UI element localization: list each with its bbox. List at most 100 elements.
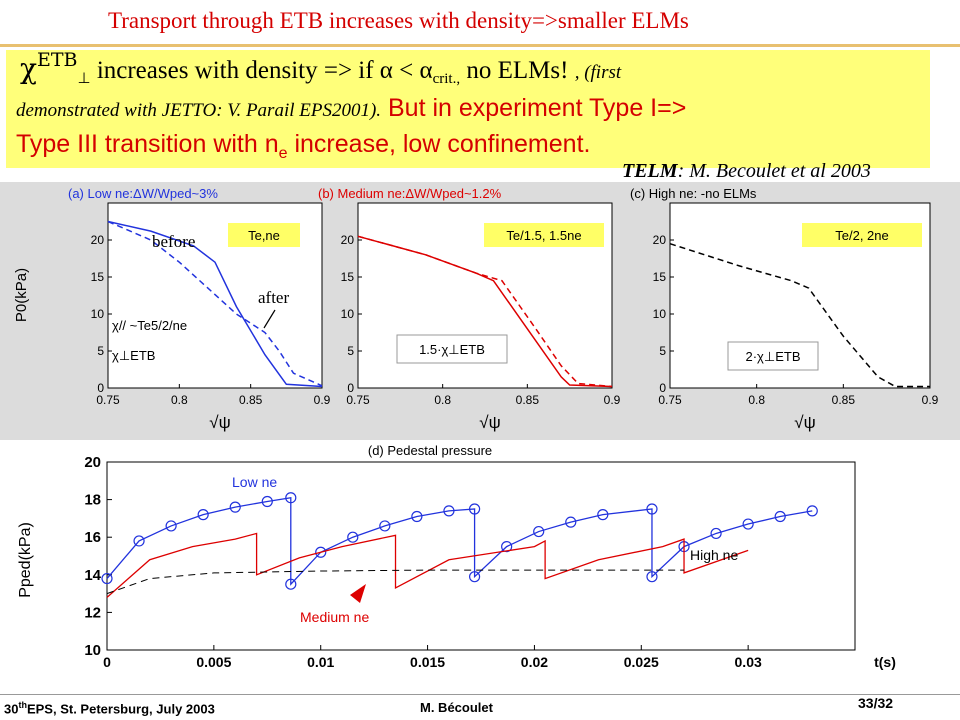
medium-ne-arrow: [350, 584, 366, 603]
x-tick-label: 0.85: [832, 393, 856, 407]
after-arrow: [263, 309, 276, 329]
param-box: [484, 223, 604, 247]
x-tick-label: 0.8: [748, 393, 765, 407]
callout-line-3-b: increase, low confinement.: [287, 130, 591, 158]
lower-y-tick-label: 20: [84, 454, 101, 471]
footer-conference: 30thEPS, St. Petersburg, July 2003: [4, 700, 215, 716]
b-annotation-box: [396, 334, 508, 364]
callout-line-1-tail: no ELMs!: [460, 57, 575, 84]
callout-line-1: χETB⊥ increases with density => if α < α…: [20, 49, 621, 87]
callout-line-3-sub: e: [278, 145, 288, 162]
param-box-label: Te/1.5, 1.5ne: [506, 228, 581, 243]
x-axis-label: √ψ: [209, 413, 230, 432]
chi-subscript: ⊥: [77, 71, 91, 87]
series-line-0: [669, 242, 930, 388]
lower-x-tick-label: 0.02: [521, 654, 548, 670]
reference-citation: TELM: M. Becoulet et al 2003: [622, 160, 871, 183]
reference-rest: : M. Becoulet et al 2003: [677, 160, 871, 182]
low-ne-marker: [197, 509, 209, 521]
param-box: [802, 223, 922, 247]
upper-y-axis-label: P0(kPa): [13, 268, 30, 322]
c-annotation-label: 2·χ⊥ETB: [746, 349, 801, 364]
y-tick-label: 10: [341, 307, 355, 321]
b-annotation-label: 1.5·χ⊥ETB: [419, 342, 485, 357]
y-tick-label: 20: [91, 233, 105, 247]
low-ne-marker: [285, 578, 297, 590]
callout-line-2-italic: demonstrated with JETTO: V. Parail EPS20…: [16, 100, 382, 121]
reference-bold: TELM: [622, 160, 678, 182]
low-ne-marker: [133, 535, 145, 547]
low-ne-marker: [165, 520, 177, 532]
lower-plot-title: (d) Pedestal pressure: [368, 443, 492, 458]
callout-line-2-red: But in experiment Type I=>: [381, 94, 687, 122]
low-ne-label: Low ne: [232, 474, 277, 490]
high-ne-label: High ne: [690, 547, 738, 563]
y-tick-label: 15: [341, 270, 355, 284]
low-ne-marker: [468, 503, 481, 515]
series-line-0: [107, 220, 323, 388]
low-ne-marker: [443, 505, 455, 517]
low-ne-marker: [533, 525, 545, 538]
c-annotation-box: [727, 341, 819, 371]
y-tick-label: 5: [659, 344, 666, 358]
low-ne-marker: [285, 492, 297, 504]
after-label: after: [258, 288, 289, 307]
lower-x-tick-label: 0.015: [410, 654, 445, 670]
low-ne-marker: [710, 527, 722, 540]
x-axis-label: √ψ: [479, 413, 500, 432]
x-tick-label: 0.75: [346, 393, 370, 407]
lower-y-tick-label: 10: [84, 642, 101, 659]
y-tick-label: 20: [653, 233, 667, 247]
callout-line-3: Type III transition with ne increase, lo…: [16, 130, 591, 162]
callout-line-1-text: increases with density => if α < α: [90, 57, 433, 84]
alpha-subscript: crit.,: [432, 71, 461, 87]
low-ne-marker: [101, 572, 113, 585]
low-ne-marker: [565, 516, 577, 528]
lower-x-tick-label: 0: [103, 654, 111, 670]
y-tick-label: 5: [347, 344, 354, 358]
lower-x-axis-label: t(s): [874, 654, 896, 670]
y-tick-label: 0: [659, 381, 666, 395]
y-tick-label: 5: [97, 344, 104, 358]
low-ne-marker: [411, 510, 423, 523]
footer-conf-text: EPS, St. Petersburg, July 2003: [26, 701, 215, 717]
y-tick-label: 0: [347, 381, 354, 395]
y-tick-label: 0: [97, 381, 104, 395]
low-ne-marker: [468, 571, 481, 583]
callout-line-3-a: Type III transition with n: [16, 130, 279, 158]
low-ne-marker: [597, 509, 609, 521]
medium-ne-label: Medium ne: [300, 609, 369, 625]
panel-title: (c) High ne: -no ELMs: [630, 186, 757, 201]
x-tick-label: 0.9: [604, 393, 621, 407]
lower-series-line-2: [106, 569, 685, 595]
low-ne-marker: [379, 520, 391, 532]
footer-conf-sup: th: [18, 700, 27, 710]
x-tick-label: 0.8: [171, 393, 188, 407]
y-tick-label: 20: [341, 233, 355, 247]
x-tick-label: 0.9: [314, 393, 331, 407]
param-box-label: Te,ne: [248, 228, 280, 243]
x-tick-label: 0.75: [96, 393, 120, 407]
chi-perp-label: χ⊥ETB: [112, 348, 155, 363]
low-ne-marker: [229, 501, 241, 513]
lower-y-tick-label: 14: [84, 567, 101, 584]
low-ne-marker: [347, 531, 359, 543]
lower-x-tick-label: 0.005: [196, 654, 231, 670]
low-ne-marker: [261, 495, 273, 508]
chi-superscript: ETB: [36, 49, 78, 71]
series-line-1: [107, 220, 323, 387]
x-tick-label: 0.75: [658, 393, 682, 407]
param-box: [228, 223, 300, 247]
x-tick-label: 0.85: [239, 393, 263, 407]
low-ne-marker: [646, 503, 658, 515]
low-ne-marker: [501, 540, 513, 553]
footer-author: M. Bécoulet: [420, 700, 493, 715]
lower-y-tick-label: 16: [84, 529, 101, 546]
x-tick-label: 0.9: [922, 393, 939, 407]
x-axis-label: √ψ: [794, 413, 815, 432]
page-number: 33/32: [858, 695, 894, 711]
x-tick-label: 0.85: [516, 393, 540, 407]
lower-x-tick-label: 0.03: [735, 654, 762, 670]
highlight-callout: χETB⊥ increases with density => if α < α…: [6, 49, 930, 168]
chi-symbol: χ: [20, 52, 37, 85]
